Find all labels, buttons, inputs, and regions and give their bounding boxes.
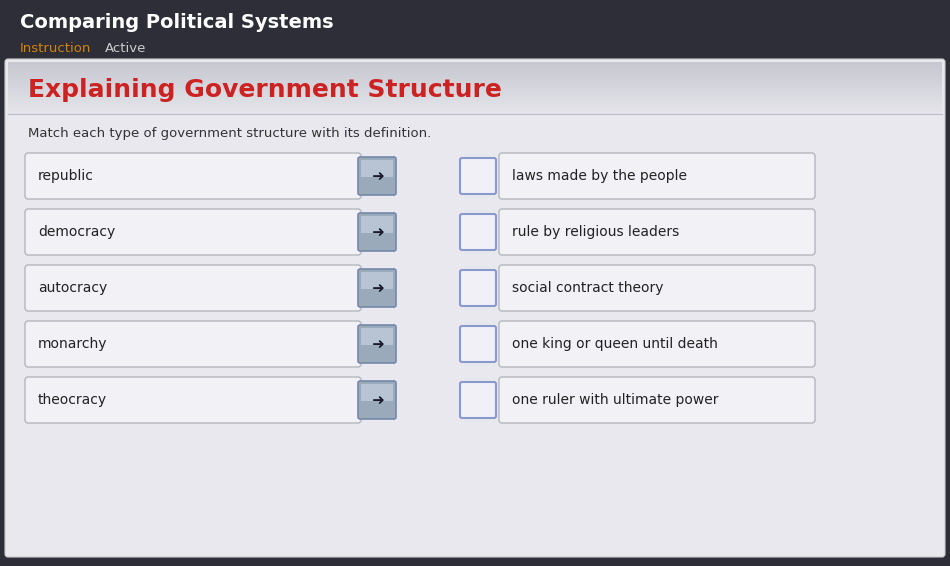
FancyBboxPatch shape <box>8 102 942 104</box>
Text: social contract theory: social contract theory <box>512 281 663 295</box>
Text: republic: republic <box>38 169 94 183</box>
Text: democracy: democracy <box>38 225 115 239</box>
FancyBboxPatch shape <box>8 90 942 92</box>
FancyBboxPatch shape <box>358 269 396 307</box>
FancyBboxPatch shape <box>8 62 942 64</box>
FancyBboxPatch shape <box>358 381 396 419</box>
FancyBboxPatch shape <box>361 384 393 401</box>
FancyBboxPatch shape <box>499 209 815 255</box>
Text: ➜: ➜ <box>370 169 384 185</box>
FancyBboxPatch shape <box>358 157 396 195</box>
FancyBboxPatch shape <box>25 209 361 255</box>
Text: Comparing Political Systems: Comparing Political Systems <box>20 12 333 32</box>
FancyBboxPatch shape <box>8 66 942 68</box>
FancyBboxPatch shape <box>8 95 942 97</box>
FancyBboxPatch shape <box>8 98 942 101</box>
Text: autocracy: autocracy <box>38 281 107 295</box>
FancyBboxPatch shape <box>361 328 393 345</box>
FancyBboxPatch shape <box>499 265 815 311</box>
Text: Active: Active <box>105 41 146 54</box>
Text: one ruler with ultimate power: one ruler with ultimate power <box>512 393 718 407</box>
Text: laws made by the people: laws made by the people <box>512 169 687 183</box>
FancyBboxPatch shape <box>8 71 942 73</box>
FancyBboxPatch shape <box>361 160 393 177</box>
FancyBboxPatch shape <box>499 321 815 367</box>
Text: Match each type of government structure with its definition.: Match each type of government structure … <box>28 127 431 140</box>
Text: Instruction: Instruction <box>20 41 91 54</box>
Text: monarchy: monarchy <box>38 337 107 351</box>
FancyBboxPatch shape <box>8 72 942 75</box>
Text: ➜: ➜ <box>370 225 384 241</box>
FancyBboxPatch shape <box>25 377 361 423</box>
Text: Explaining Government Structure: Explaining Government Structure <box>28 78 502 102</box>
FancyBboxPatch shape <box>8 104 942 106</box>
FancyBboxPatch shape <box>8 83 942 85</box>
FancyBboxPatch shape <box>8 81 942 83</box>
FancyBboxPatch shape <box>8 110 942 113</box>
FancyBboxPatch shape <box>8 64 942 66</box>
FancyBboxPatch shape <box>361 272 393 289</box>
Text: ➜: ➜ <box>370 281 384 297</box>
FancyBboxPatch shape <box>8 88 942 90</box>
FancyBboxPatch shape <box>361 216 393 233</box>
Text: ➜: ➜ <box>370 337 384 353</box>
FancyBboxPatch shape <box>460 270 496 306</box>
FancyBboxPatch shape <box>358 325 396 363</box>
FancyBboxPatch shape <box>5 59 945 557</box>
FancyBboxPatch shape <box>8 76 942 78</box>
FancyBboxPatch shape <box>460 214 496 250</box>
Text: theocracy: theocracy <box>38 393 107 407</box>
FancyBboxPatch shape <box>499 153 815 199</box>
FancyBboxPatch shape <box>460 158 496 194</box>
FancyBboxPatch shape <box>8 69 942 71</box>
Text: ➜: ➜ <box>370 393 384 409</box>
FancyBboxPatch shape <box>8 93 942 96</box>
FancyBboxPatch shape <box>8 79 942 82</box>
FancyBboxPatch shape <box>8 78 942 80</box>
FancyBboxPatch shape <box>8 107 942 109</box>
FancyBboxPatch shape <box>8 84 942 87</box>
FancyBboxPatch shape <box>499 377 815 423</box>
FancyBboxPatch shape <box>8 97 942 99</box>
FancyBboxPatch shape <box>8 74 942 76</box>
FancyBboxPatch shape <box>8 92 942 94</box>
FancyBboxPatch shape <box>8 67 942 70</box>
FancyBboxPatch shape <box>8 105 942 108</box>
FancyBboxPatch shape <box>8 100 942 102</box>
FancyBboxPatch shape <box>460 326 496 362</box>
FancyBboxPatch shape <box>8 109 942 111</box>
FancyBboxPatch shape <box>8 86 942 88</box>
FancyBboxPatch shape <box>25 153 361 199</box>
Text: rule by religious leaders: rule by religious leaders <box>512 225 679 239</box>
FancyBboxPatch shape <box>25 321 361 367</box>
FancyBboxPatch shape <box>460 382 496 418</box>
Text: one king or queen until death: one king or queen until death <box>512 337 718 351</box>
FancyBboxPatch shape <box>8 112 942 114</box>
FancyBboxPatch shape <box>358 213 396 251</box>
FancyBboxPatch shape <box>25 265 361 311</box>
